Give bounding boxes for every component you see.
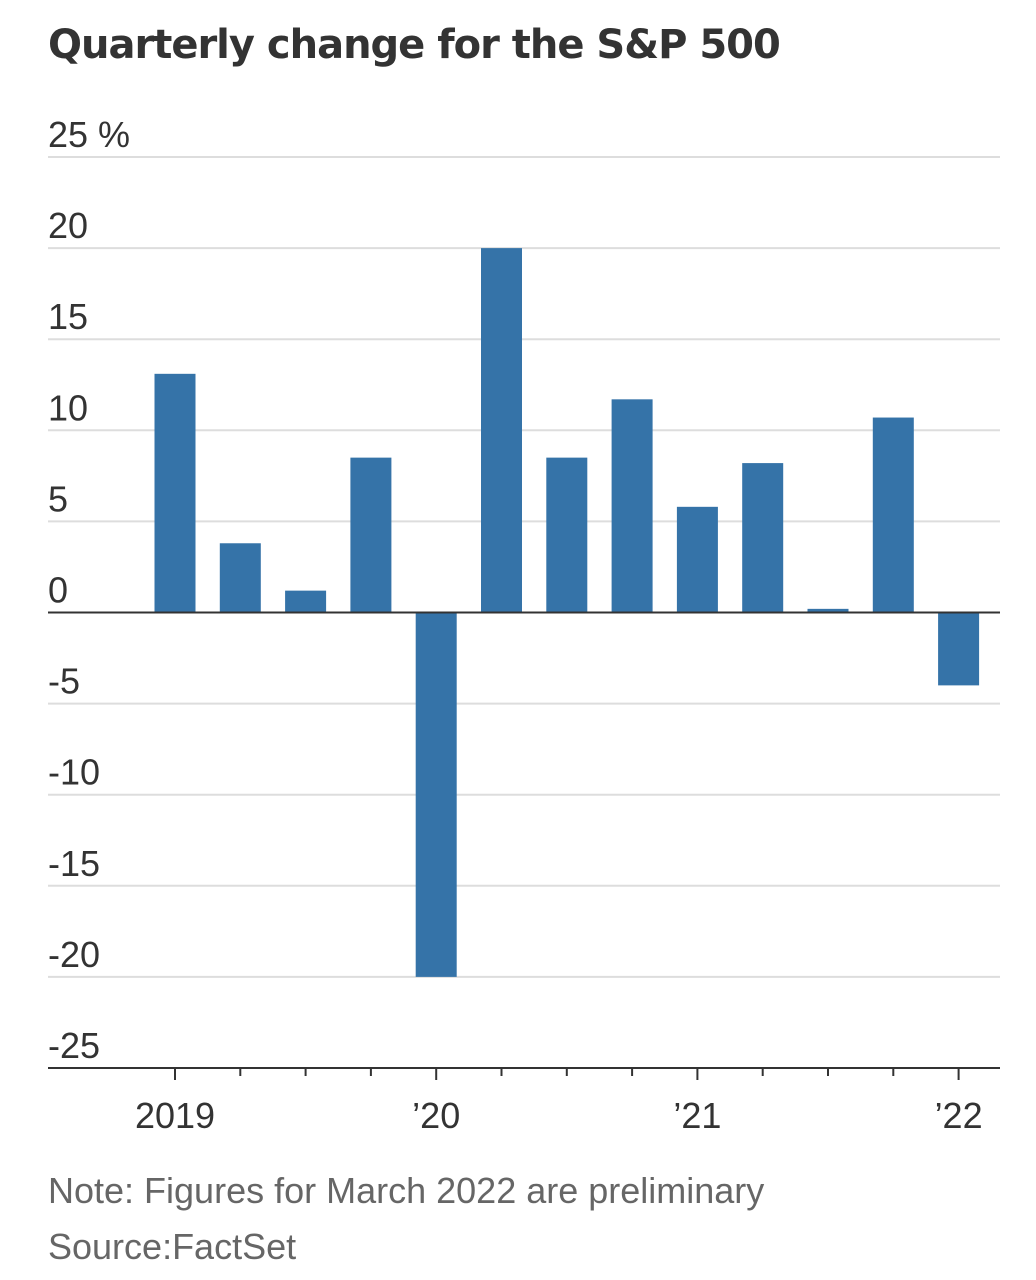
gridlines (48, 156, 1000, 978)
bar-chart: 25 % 20 15 10 5 0 -5 -10 -15 -20 -25 2019 ’20 ’21 ’22 (48, 114, 1000, 1136)
y-tick-label: 10 (48, 387, 88, 428)
x-tick-label: ’20 (412, 1095, 460, 1136)
footnote-note: Note: Figures for March 2022 are prelimi… (48, 1170, 765, 1211)
bar (872, 417, 914, 613)
y-tick-label: -5 (48, 661, 80, 702)
y-tick-label: 20 (48, 205, 88, 246)
y-axis-labels: 25 % 20 15 10 5 0 -5 -10 -15 -20 -25 (48, 114, 130, 1066)
bar (807, 608, 849, 613)
bar (742, 463, 784, 613)
axes (48, 611, 1000, 1080)
bar (219, 543, 261, 613)
bar (938, 612, 980, 686)
bar (285, 590, 327, 613)
y-tick-label: 5 (48, 478, 68, 519)
x-tick-label: ’22 (935, 1095, 983, 1136)
x-tick-label: ’21 (673, 1095, 721, 1136)
bar (481, 248, 522, 613)
footnote-source: Source:FactSet (48, 1226, 297, 1267)
x-axis-labels: 2019 ’20 ’21 ’22 (135, 1095, 983, 1136)
y-tick-label: 25 % (48, 114, 130, 155)
y-tick-label: 15 (48, 296, 88, 337)
y-tick-label: -25 (48, 1025, 100, 1066)
y-tick-label: -10 (48, 752, 100, 793)
bar (611, 399, 653, 613)
bar (546, 457, 588, 613)
bar (415, 612, 457, 977)
x-tick-label: 2019 (135, 1095, 215, 1136)
bars (154, 248, 980, 977)
bar (676, 506, 718, 613)
chart-title: Quarterly change for the S&P 500 (48, 22, 781, 68)
bar (350, 457, 392, 613)
y-tick-label: -20 (48, 934, 100, 975)
bar (154, 373, 196, 613)
y-tick-label: -15 (48, 843, 100, 884)
y-tick-label: 0 (48, 570, 68, 611)
